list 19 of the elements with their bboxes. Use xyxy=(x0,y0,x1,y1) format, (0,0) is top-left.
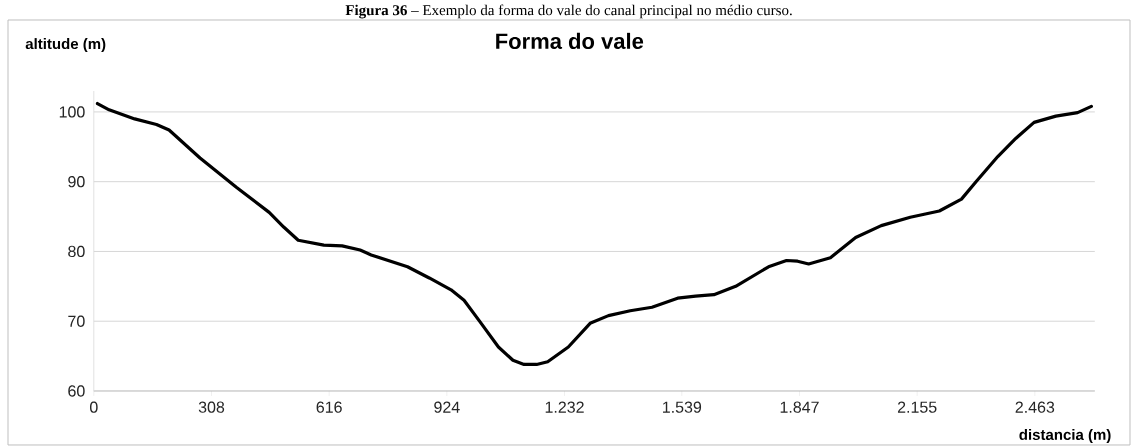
x-axis-title: distancia (m) xyxy=(1019,428,1111,443)
line-series xyxy=(95,101,1093,367)
text: Figura 36 – Exemplo da forma do vale do canal principal no médio curso. xyxy=(345,4,792,19)
y-tick-label: 70 xyxy=(68,315,85,327)
y-tick-label: 100 xyxy=(59,106,85,118)
y-tick-label: 60 xyxy=(68,385,85,397)
x-tick-label: 2.463 xyxy=(1015,401,1055,413)
y-tick-label: 80 xyxy=(68,245,85,258)
chart-title: Forma do vale xyxy=(496,32,644,49)
x-tick-label: 616 xyxy=(316,401,342,413)
x-tick-label: 924 xyxy=(434,401,460,413)
x-tick-label: 0 xyxy=(89,401,98,413)
x-tick-label: 1.847 xyxy=(780,401,819,413)
x-tick-label: 2.155 xyxy=(897,401,937,413)
x-tick-label: 1.232 xyxy=(545,401,584,413)
y-tick-label: 90 xyxy=(68,176,85,188)
x-tick-label: 1.539 xyxy=(663,401,702,413)
y-axis-title: altitude (m) xyxy=(25,38,106,53)
x-tick-label: 308 xyxy=(198,401,225,413)
